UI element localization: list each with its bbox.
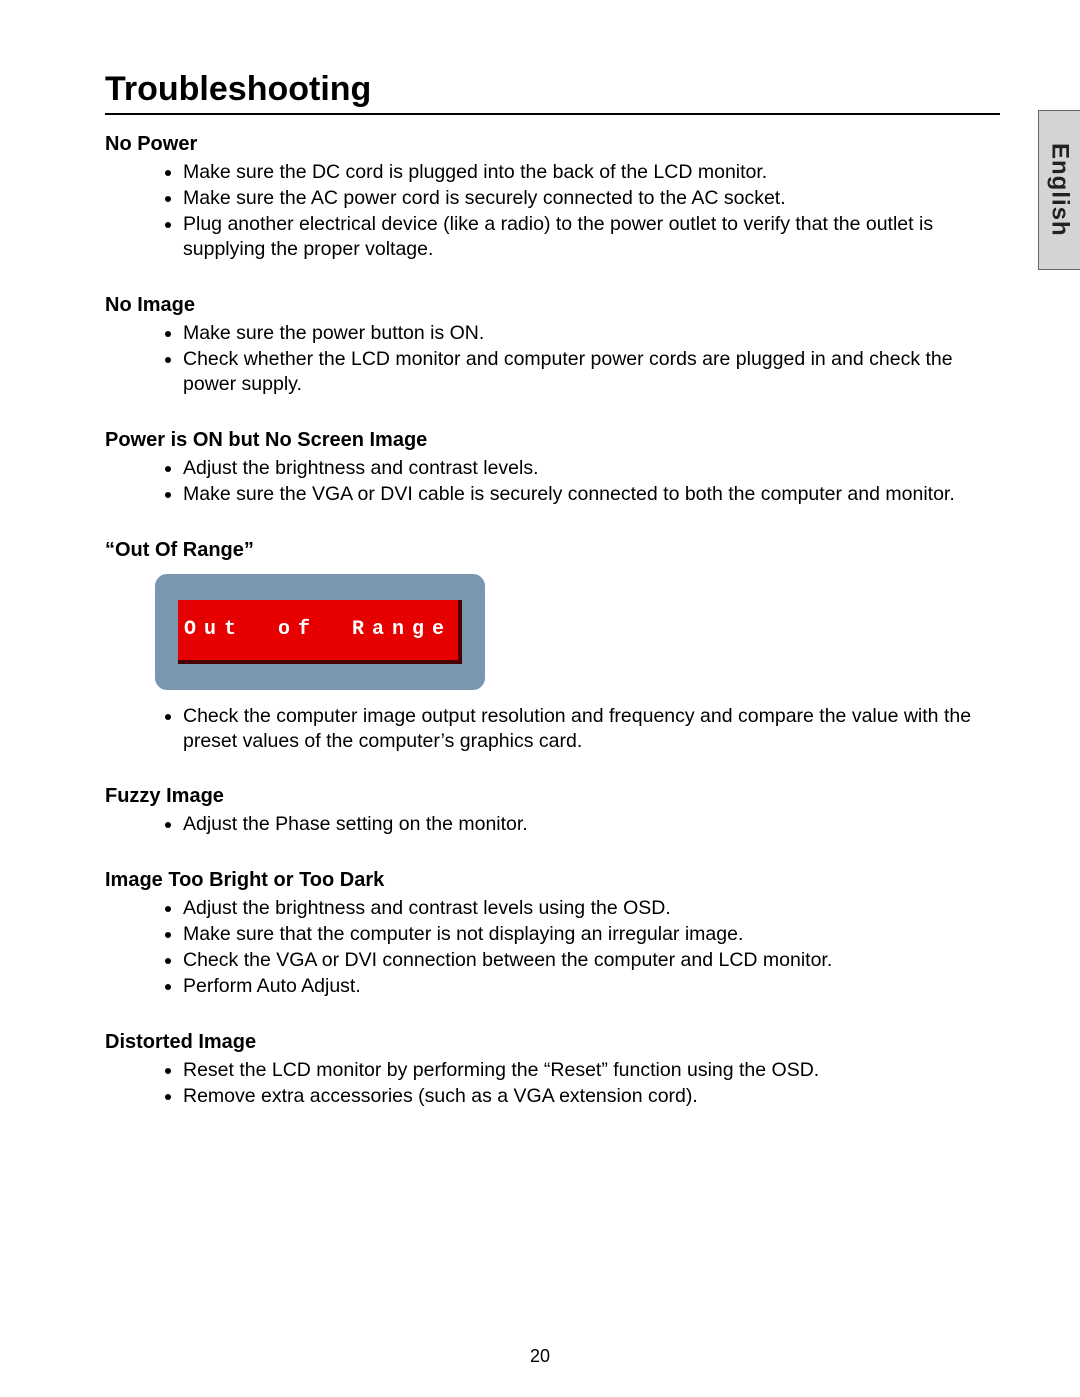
- out-of-range-inner: Out of Range: [178, 600, 462, 664]
- section-heading: Distorted Image: [105, 1031, 1010, 1054]
- section-no-image: No Image Make sure the power button is O…: [105, 294, 1010, 397]
- out-of-range-text: Out of Range: [184, 618, 452, 641]
- bullet-list: Reset the LCD monitor by performing the …: [105, 1058, 1010, 1109]
- list-item: Reset the LCD monitor by performing the …: [183, 1058, 1010, 1083]
- list-item: Check whether the LCD monitor and comput…: [183, 347, 1010, 397]
- bullet-list: Check the computer image output resoluti…: [105, 704, 1010, 754]
- section-heading: No Power: [105, 133, 1010, 156]
- section-heading: Image Too Bright or Too Dark: [105, 869, 1010, 892]
- bullet-list: Adjust the brightness and contrast level…: [105, 896, 1010, 999]
- document-page: Troubleshooting No Power Make sure the D…: [0, 0, 1080, 1181]
- out-of-range-graphic: Out of Range: [155, 574, 485, 690]
- section-heading: Fuzzy Image: [105, 785, 1010, 808]
- section-heading: No Image: [105, 294, 1010, 317]
- page-title: Troubleshooting: [105, 70, 1000, 115]
- section-out-of-range: “Out Of Range” Out of Range Check the co…: [105, 539, 1010, 754]
- list-item: Make sure the VGA or DVI cable is secure…: [183, 482, 1010, 507]
- list-item: Adjust the brightness and contrast level…: [183, 456, 1010, 481]
- bullet-list: Make sure the DC cord is plugged into th…: [105, 160, 1010, 262]
- bullet-list: Make sure the power button is ON. Check …: [105, 321, 1010, 397]
- list-item: Adjust the brightness and contrast level…: [183, 896, 1010, 921]
- list-item: Make sure that the computer is not displ…: [183, 922, 1010, 947]
- list-item: Make sure the power button is ON.: [183, 321, 1010, 346]
- list-item: Make sure the DC cord is plugged into th…: [183, 160, 1010, 185]
- list-item: Adjust the Phase setting on the monitor.: [183, 812, 1010, 837]
- bullet-list: Adjust the brightness and contrast level…: [105, 456, 1010, 507]
- bullet-list: Adjust the Phase setting on the monitor.: [105, 812, 1010, 837]
- section-heading: Power is ON but No Screen Image: [105, 429, 1010, 452]
- page-number: 20: [0, 1346, 1080, 1367]
- list-item: Make sure the AC power cord is securely …: [183, 186, 1010, 211]
- list-item: Check the VGA or DVI connection between …: [183, 948, 1010, 973]
- list-item: Remove extra accessories (such as a VGA …: [183, 1084, 1010, 1109]
- section-heading: “Out Of Range”: [105, 539, 1010, 562]
- list-item: Check the computer image output resoluti…: [183, 704, 1010, 754]
- section-fuzzy-image: Fuzzy Image Adjust the Phase setting on …: [105, 785, 1010, 837]
- list-item: Perform Auto Adjust.: [183, 974, 1010, 999]
- section-distorted-image: Distorted Image Reset the LCD monitor by…: [105, 1031, 1010, 1109]
- section-too-bright-dark: Image Too Bright or Too Dark Adjust the …: [105, 869, 1010, 999]
- list-item: Plug another electrical device (like a r…: [183, 212, 1010, 262]
- section-no-power: No Power Make sure the DC cord is plugge…: [105, 133, 1010, 262]
- section-power-on-no-image: Power is ON but No Screen Image Adjust t…: [105, 429, 1010, 507]
